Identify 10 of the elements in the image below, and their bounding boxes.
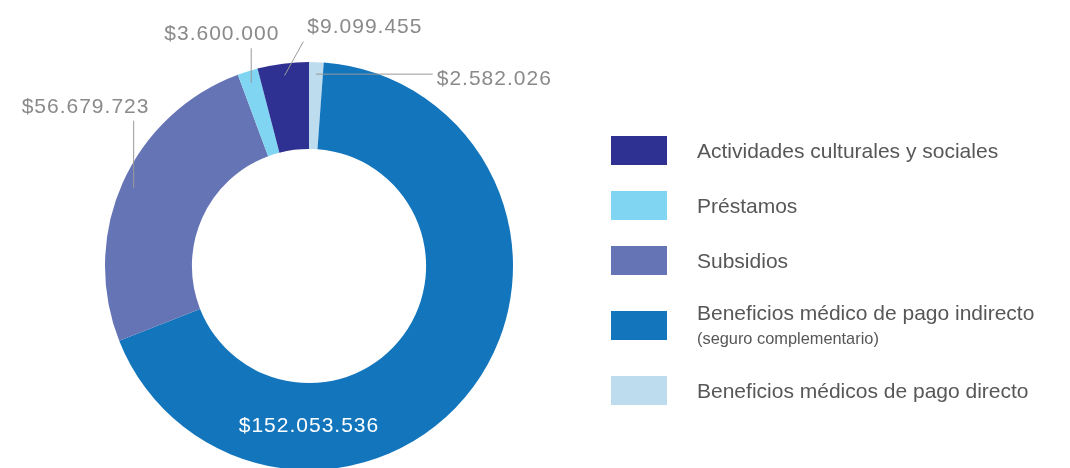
legend-label: Beneficios médico de pago indirecto (seguro complementario) <box>697 301 1036 349</box>
legend-label: Beneficios médicos de pago directo <box>697 378 1029 403</box>
data-label: $3.600.000 <box>164 21 280 45</box>
data-label: $56.679.723 <box>21 93 150 117</box>
data-label: $2.582.026 <box>436 66 552 90</box>
data-label: $152.053.536 <box>238 413 380 437</box>
legend-label: Subsidios <box>697 248 789 273</box>
legend-label: Préstamos <box>697 193 798 218</box>
data-label: $9.099.455 <box>307 14 423 38</box>
legend-label: Actividades culturales y sociales <box>697 138 999 163</box>
